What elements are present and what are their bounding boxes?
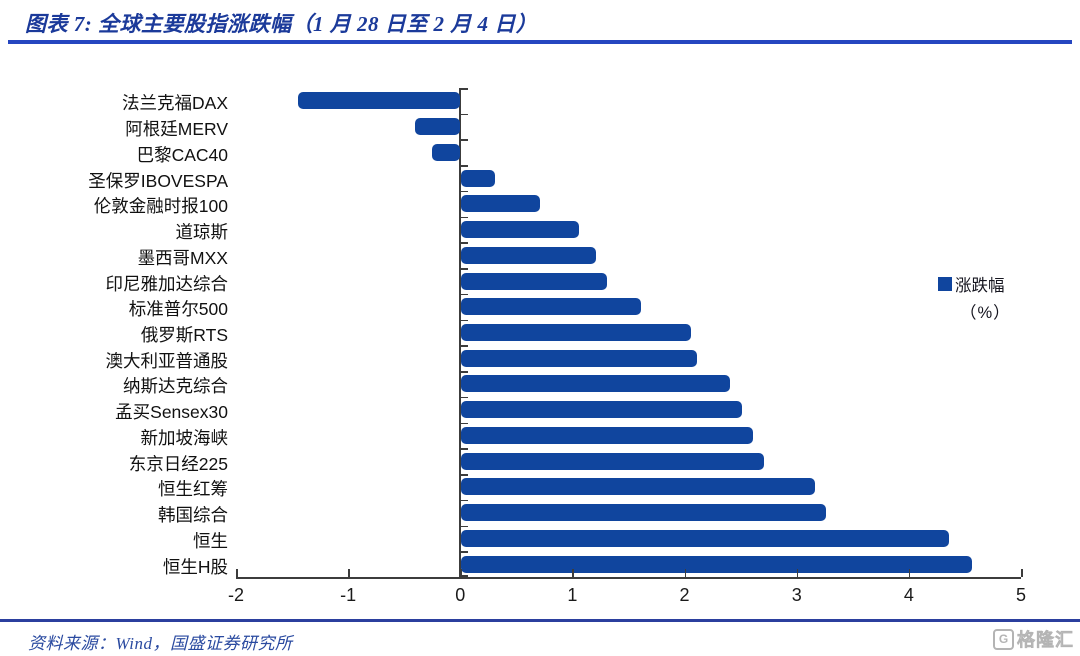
category-axis-tick bbox=[460, 88, 469, 90]
x-axis-tick bbox=[460, 569, 462, 577]
category-axis-tick bbox=[460, 525, 469, 528]
bar-1 bbox=[415, 118, 461, 136]
category-axis-tick bbox=[460, 448, 469, 450]
x-axis-tick bbox=[348, 569, 350, 577]
bar-18 bbox=[461, 555, 972, 573]
x-axis-tick bbox=[684, 569, 687, 577]
x-axis-tick-label: -2 bbox=[227, 585, 244, 605]
category-label: 恒生 bbox=[193, 530, 228, 551]
x-axis-tick bbox=[1021, 569, 1023, 577]
title-divider-line bbox=[8, 40, 1072, 44]
chart-title: 图表 7: 全球主要股指涨跌幅（1 月 28 日至 2 月 4 日） bbox=[25, 12, 538, 36]
bar-6 bbox=[461, 246, 596, 264]
bar-4 bbox=[461, 195, 540, 213]
category-axis-tick bbox=[460, 422, 469, 425]
category-label: 孟买Sensex30 bbox=[115, 402, 228, 423]
x-axis-tick-label: 2 bbox=[679, 585, 690, 605]
category-axis-tick bbox=[460, 551, 469, 553]
chart-legend: 涨跌幅 （%） bbox=[938, 272, 1011, 323]
category-axis-tick bbox=[460, 345, 469, 347]
bar-10 bbox=[461, 349, 697, 367]
category-axis-tick bbox=[460, 139, 469, 141]
data-source-note: 资料来源：Wind，国盛证券研究所 bbox=[28, 634, 293, 653]
category-axis-tick bbox=[460, 371, 469, 373]
x-axis-tick-label: 4 bbox=[903, 585, 914, 605]
legend-color-swatch bbox=[938, 277, 952, 291]
category-axis-tick bbox=[460, 165, 469, 167]
bar-13 bbox=[461, 426, 753, 444]
category-axis-tick bbox=[460, 242, 469, 244]
category-label: 阿根廷MERV bbox=[125, 119, 228, 140]
category-label: 巴黎CAC40 bbox=[136, 144, 228, 165]
x-axis-tick bbox=[908, 569, 911, 577]
bar-17 bbox=[461, 529, 950, 547]
category-label: 标准普尔500 bbox=[128, 299, 228, 320]
x-axis-tick bbox=[572, 569, 574, 577]
category-axis-tick bbox=[460, 113, 469, 116]
category-axis-tick bbox=[460, 190, 469, 193]
category-axis-tick bbox=[460, 319, 469, 322]
bar-0 bbox=[297, 92, 461, 110]
bar-5 bbox=[461, 221, 580, 239]
zero-baseline-axis bbox=[459, 88, 461, 577]
category-label: 澳大利亚普通股 bbox=[105, 350, 229, 371]
category-axis-tick bbox=[460, 216, 469, 219]
category-label: 道琼斯 bbox=[175, 222, 229, 243]
bar-7 bbox=[461, 272, 608, 290]
bar-12 bbox=[461, 401, 742, 419]
x-axis-tick-label: -1 bbox=[340, 585, 357, 605]
category-axis-tick bbox=[460, 293, 469, 296]
category-label: 新加坡海峡 bbox=[140, 427, 229, 448]
x-axis-tick bbox=[236, 569, 238, 577]
category-axis-tick bbox=[460, 499, 469, 502]
category-label: 法兰克福DAX bbox=[122, 93, 228, 114]
x-axis-tick-label: 5 bbox=[1015, 585, 1026, 605]
bar-2 bbox=[432, 143, 461, 161]
category-label: 印尼雅加达综合 bbox=[105, 273, 229, 294]
x-axis-tick-label: 1 bbox=[567, 585, 578, 605]
category-label: 恒生H股 bbox=[162, 556, 228, 577]
x-axis-tick bbox=[796, 569, 799, 577]
logo-g-icon: G bbox=[993, 628, 1014, 650]
category-label: 纳斯达克综合 bbox=[123, 376, 228, 397]
x-axis-tick-label: 3 bbox=[791, 585, 802, 605]
bar-14 bbox=[461, 452, 765, 470]
bar-8 bbox=[461, 298, 641, 316]
bar-3 bbox=[461, 169, 495, 187]
category-label: 俄罗斯RTS bbox=[140, 325, 228, 345]
bar-9 bbox=[461, 324, 692, 341]
x-axis-line bbox=[236, 577, 1021, 579]
category-label: 墨西哥MXX bbox=[137, 247, 228, 268]
category-axis-tick bbox=[460, 268, 469, 270]
bar-16 bbox=[461, 504, 826, 522]
footer-divider-line bbox=[0, 619, 1080, 622]
legend-unit-label: （%） bbox=[960, 304, 1011, 322]
category-axis-tick bbox=[460, 396, 469, 399]
category-label: 伦敦金融时报100 bbox=[93, 196, 228, 217]
category-axis-tick bbox=[460, 575, 469, 577]
category-axis-tick bbox=[460, 474, 469, 476]
logo-text: 格隆汇 bbox=[1017, 630, 1074, 651]
bar-11 bbox=[461, 375, 731, 393]
gelonghui-watermark-logo: G 格隆汇 bbox=[993, 626, 1074, 652]
category-label: 东京日经225 bbox=[128, 453, 228, 474]
category-label: 圣保罗IBOVESPA bbox=[88, 170, 228, 191]
x-axis-tick-label: 0 bbox=[455, 585, 466, 605]
bar-15 bbox=[461, 478, 815, 496]
legend-label: 涨跌幅 bbox=[955, 277, 1005, 295]
category-label: 韩国综合 bbox=[158, 505, 228, 526]
category-label: 恒生红筹 bbox=[158, 479, 228, 500]
